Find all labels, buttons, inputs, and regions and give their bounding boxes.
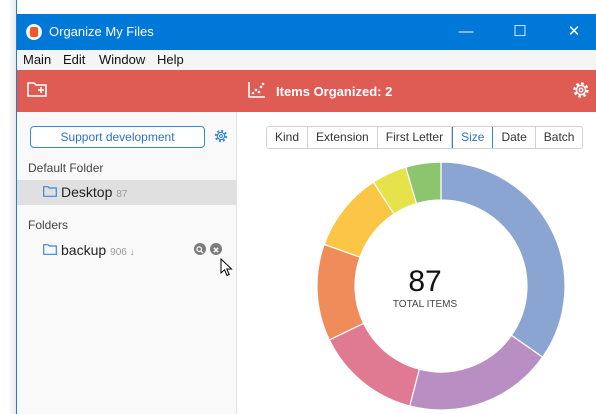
folder-count: 906 ↓ (110, 247, 135, 258)
tab-size[interactable]: Size (452, 127, 494, 148)
toolbar: Items Organized: 2 (17, 70, 596, 112)
chart-panel: Kind Extension First Letter Size Date Ba… (237, 112, 596, 414)
default-folder-row[interactable]: Desktop 87 (17, 180, 236, 205)
folder-icon (43, 244, 57, 255)
app-logo-icon (26, 24, 42, 40)
support-development-button[interactable]: Support development (30, 126, 205, 148)
folder-icon (43, 186, 57, 197)
size-donut-chart (316, 161, 566, 411)
tab-kind[interactable]: Kind (267, 127, 309, 148)
close-button[interactable]: ✕ (567, 23, 581, 40)
title-bar[interactable]: Organize My Files — ☐ ✕ (17, 14, 596, 50)
chart-stats-icon (248, 82, 265, 98)
mouse-cursor-icon (220, 258, 233, 277)
add-folder-icon[interactable] (27, 80, 49, 100)
search-icon (196, 246, 204, 254)
settings-gear-icon[interactable] (571, 80, 591, 100)
close-icon (213, 247, 219, 253)
menu-bar: Main Edit Window Help (17, 50, 596, 70)
menu-main[interactable]: Main (23, 52, 52, 67)
desktop-background (0, 0, 16, 414)
tab-extension[interactable]: Extension (308, 127, 378, 148)
folders-heading: Folders (28, 218, 69, 232)
folder-search-button[interactable] (194, 243, 206, 255)
window-title: Organize My Files (49, 24, 154, 39)
donut-slice-2[interactable] (408, 334, 544, 411)
tab-batch[interactable]: Batch (535, 127, 583, 148)
sidebar-settings-gear-icon[interactable] (213, 128, 229, 144)
donut-slice-3[interactable] (328, 322, 421, 407)
menu-help[interactable]: Help (157, 52, 184, 67)
group-by-tabs: Kind Extension First Letter Size Date Ba… (266, 126, 584, 149)
items-organized-label: Items Organized: 2 (276, 84, 393, 99)
folder-remove-button[interactable] (210, 243, 222, 255)
total-items-caption: TOTAL ITEMS (392, 299, 458, 310)
sidebar: Support development Default Folder Deskt… (17, 112, 237, 414)
tab-date[interactable]: Date (493, 127, 536, 148)
donut-slice-4[interactable] (316, 243, 365, 341)
folder-row-backup[interactable]: backup 906 ↓ (17, 239, 236, 277)
donut-slice-1[interactable] (440, 161, 566, 358)
menu-window[interactable]: Window (99, 52, 146, 67)
minimize-button[interactable]: — (458, 23, 474, 40)
donut-slice-7[interactable] (404, 161, 442, 205)
default-folder-name: Desktop (61, 184, 113, 200)
total-items-count: 87 (408, 265, 442, 298)
maximize-button[interactable]: ☐ (513, 23, 527, 40)
default-folder-heading: Default Folder (28, 161, 104, 175)
folder-name: backup (61, 242, 107, 258)
tab-first-letter[interactable]: First Letter (377, 127, 453, 148)
default-folder-count: 87 (116, 189, 128, 200)
menu-edit[interactable]: Edit (63, 52, 86, 67)
window-frame: Organize My Files — ☐ ✕ Main Edit Window… (16, 0, 596, 414)
